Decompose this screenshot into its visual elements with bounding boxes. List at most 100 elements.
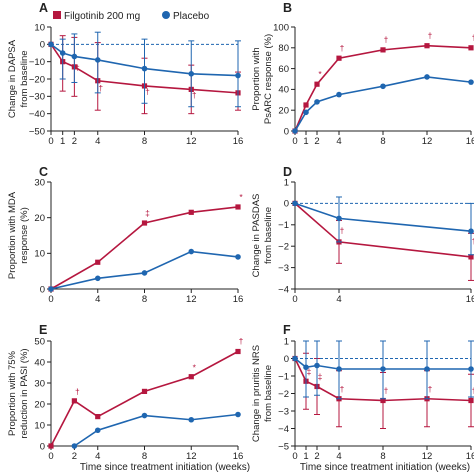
data-point [314, 99, 320, 105]
y-tick-label: 0 [40, 284, 45, 295]
data-point [380, 366, 386, 372]
x-tick-label: 4 [95, 136, 100, 147]
data-point [188, 209, 194, 215]
significance-marker: ‡ [318, 372, 323, 382]
x-tick-label: 0 [48, 136, 53, 147]
panel-letter: F [283, 323, 291, 337]
y-tick-label: 0 [284, 126, 289, 137]
y-tick-label: 0 [284, 199, 289, 210]
y-axis-label-line: from baseline [263, 207, 274, 264]
y-tick-label: 20 [34, 213, 45, 224]
data-point [188, 248, 195, 255]
data-point [468, 366, 474, 372]
y-tick-label: −2 [278, 242, 289, 253]
significance-marker: † [192, 90, 197, 100]
series-line [294, 202, 472, 258]
x-tick-label: 16 [466, 451, 474, 462]
y-tick-label: 10 [34, 420, 45, 431]
data-point [292, 355, 298, 362]
data-point [141, 270, 148, 276]
significance-marker: ‡ [145, 208, 150, 218]
y-tick-label: 10 [34, 249, 45, 260]
y-tick-label: 30 [34, 378, 45, 389]
data-point [292, 128, 298, 134]
y-tick-label: 0 [40, 40, 45, 51]
data-point [336, 91, 342, 98]
x-axis-label-right: Time since treatment initiation (weeks) [300, 462, 470, 473]
y-axis-label-line: from baseline [263, 365, 274, 422]
x-tick-label: 0 [48, 451, 53, 462]
data-point [94, 275, 101, 282]
x-tick-label: 4 [95, 451, 100, 462]
y-tick-label: −10 [29, 57, 45, 68]
significance-marker: * [239, 192, 243, 202]
data-point [292, 200, 298, 207]
data-point [94, 57, 101, 63]
y-tick-label: 60 [278, 64, 289, 75]
y-tick-label: 50 [34, 336, 45, 347]
data-point [235, 254, 241, 260]
data-point [141, 220, 148, 226]
panel-e: E50 40 30 20 10 00 2 4 8 12 16 Proportion with 75%r… [7, 323, 244, 462]
panel-letter: E [39, 323, 47, 337]
y-tick-label: −40 [29, 109, 45, 120]
x-tick-label: 4 [336, 294, 341, 305]
y-tick-label: 10 [34, 22, 45, 33]
y-axis-label: Proportion withPsARC response (%) [251, 34, 274, 124]
x-tick-label: 12 [422, 451, 433, 462]
data-point [314, 81, 320, 87]
data-point [303, 109, 309, 116]
data-point [235, 411, 241, 418]
significance-marker: † [472, 236, 474, 246]
significance-marker: † [472, 33, 474, 43]
data-point [314, 362, 320, 369]
y-axis-label: Proportion with 75%reduction in PASI (%) [7, 348, 30, 438]
data-point [468, 79, 474, 85]
x-tick-label: 4 [336, 451, 341, 462]
x-tick-label: 8 [142, 451, 147, 462]
data-point [468, 45, 474, 51]
data-point [71, 443, 78, 449]
series-filgotinib [48, 348, 241, 449]
data-point [95, 259, 101, 265]
y-tick-label: −50 [29, 126, 45, 137]
legend-marker-placebo [162, 11, 170, 19]
y-tick-label: −1 [278, 371, 289, 382]
y-tick-label: −2 [278, 389, 289, 400]
x-tick-label: 0 [292, 136, 297, 147]
y-axis-label-line: Change in pruritis NRS [251, 345, 262, 442]
data-point [468, 254, 474, 260]
significance-marker: † [239, 336, 244, 346]
significance-marker: † [384, 35, 389, 45]
series-placebo [292, 340, 474, 400]
significance-marker: † [98, 83, 103, 93]
y-tick-label: −4 [278, 424, 289, 435]
series-placebo [48, 31, 241, 108]
x-tick-label: 4 [95, 294, 100, 305]
x-tick-label: 2 [72, 451, 77, 462]
data-point [424, 43, 430, 49]
series-line [50, 206, 239, 290]
panel-c: C30 20 10 00 4 8 12 16 Proportion with MDArespon… [7, 165, 243, 305]
data-point [380, 83, 386, 90]
data-point [380, 397, 386, 404]
significance-marker: † [384, 386, 389, 396]
y-tick-label: 40 [34, 357, 45, 368]
y-axis-label-line: Proportion with 75% [7, 350, 18, 436]
y-axis-label-line: PsARC response (%) [263, 34, 274, 124]
panel-letter: C [39, 165, 48, 179]
y-axis-label: Change in PASDASfrom baseline [251, 194, 274, 278]
y-tick-label: −3 [278, 406, 289, 417]
y-tick-label: 40 [278, 85, 289, 96]
y-axis-label-line: reduction in PASI (%) [19, 348, 30, 438]
y-tick-label: 0 [284, 354, 289, 365]
data-point [424, 74, 430, 80]
x-tick-label: 0 [292, 294, 297, 305]
data-point [336, 55, 342, 61]
y-axis-label-line: from baseline [19, 50, 30, 107]
data-point [188, 71, 195, 77]
legend-marker-filgotinib [53, 11, 61, 19]
data-point [424, 366, 430, 372]
